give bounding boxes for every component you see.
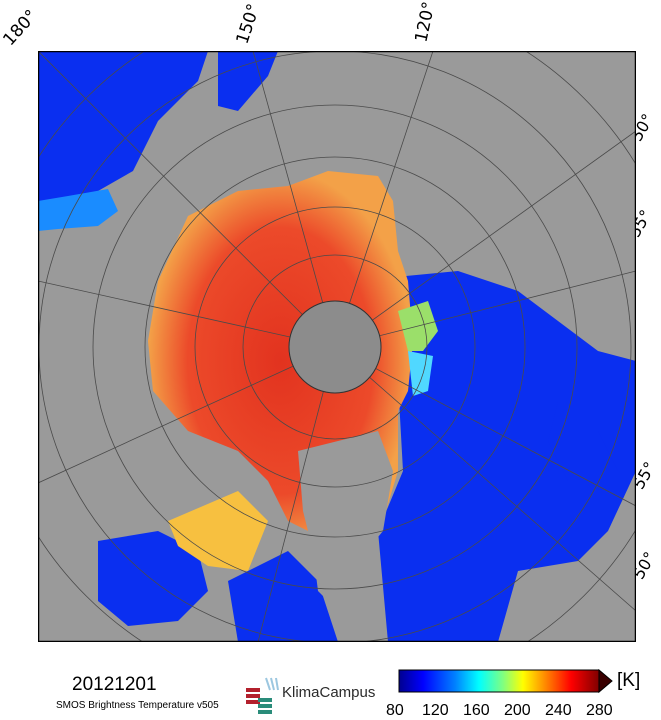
colorbar-gradient <box>398 669 600 693</box>
colorbar-tick: 160 <box>463 702 490 719</box>
pole-hole <box>288 300 382 394</box>
colorbar-unit: [K] <box>617 670 641 691</box>
hudson-ice <box>168 491 268 571</box>
ocean-bering-coast <box>38 189 118 231</box>
product-subtitle: SMOS Brightness Temperature v505 <box>56 700 219 711</box>
lon-label-150: 150° <box>232 1 265 47</box>
ocean-bering <box>38 51 208 211</box>
ocean-atlantic <box>378 271 636 642</box>
colorbar-arrow <box>598 669 613 694</box>
ocean-labrador <box>228 551 338 642</box>
polar-brightness-map <box>38 51 636 642</box>
colorbar-tick: 80 <box>386 702 404 719</box>
colorbar-tick: 200 <box>504 702 531 719</box>
klimacampus-logo-text: KlimaCampus <box>282 684 376 701</box>
ocean-hudson <box>98 531 208 626</box>
date-label: 20121201 <box>72 674 157 695</box>
colorbar-tick: 240 <box>545 702 572 719</box>
ocean-top <box>218 51 278 111</box>
greenland <box>298 431 393 611</box>
graticule <box>38 51 636 642</box>
ice-edge-east <box>408 351 433 396</box>
colorbar-tick: 280 <box>586 702 613 719</box>
map-frame <box>38 51 636 642</box>
lon-label-120: 120° <box>411 0 440 45</box>
lon-label-180: 180° <box>0 6 42 50</box>
colorbar-tick: 120 <box>422 702 449 719</box>
klimacampus-logo-icon <box>246 677 279 714</box>
colorbar <box>398 669 613 694</box>
ocean-baltic <box>548 401 618 501</box>
